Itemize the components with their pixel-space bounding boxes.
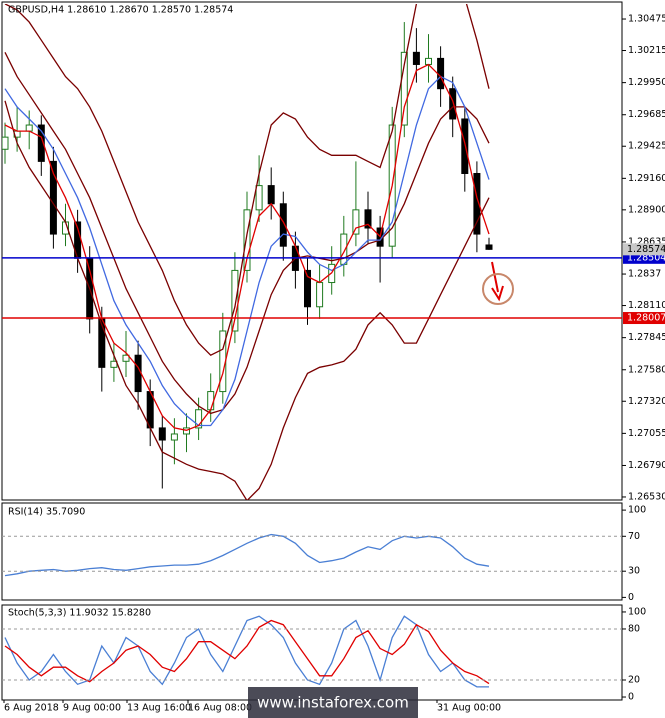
candle-body	[485, 244, 493, 250]
y-tick-label: 1.27055	[628, 428, 665, 439]
candle-body	[304, 269, 311, 308]
main-panel	[1, 1, 623, 501]
candle-body	[449, 88, 457, 120]
indicator-line	[4, 52, 490, 415]
x-tick-label: 6 Aug 2018	[4, 703, 59, 714]
plot	[2, 4, 493, 500]
watermark-bg	[248, 687, 418, 718]
candle-body	[49, 160, 57, 235]
arrow-shaft	[491, 261, 499, 293]
y-tick-label: 80	[628, 623, 640, 634]
price-label-bg	[623, 243, 665, 256]
y-tick-label: 20	[628, 675, 640, 686]
y-tick-label: 1.29425	[628, 141, 665, 152]
candle-body	[37, 124, 45, 162]
price-label-bg	[623, 312, 665, 325]
price-label: 1.28504	[627, 252, 665, 263]
candle-body	[231, 269, 239, 332]
candle-body	[255, 185, 263, 211]
candle-body	[352, 209, 360, 235]
indicator-line	[4, 75, 490, 427]
candle-body	[461, 118, 469, 174]
stoch-title: Stoch(5,3,3) 11.9032 15.8280	[8, 608, 151, 619]
x-tick-label: 9 Aug 00:00	[63, 703, 121, 714]
y-tick-label: 1.29160	[628, 173, 665, 184]
y-tick-label: 1.29685	[628, 109, 665, 120]
target-circle	[482, 273, 514, 305]
plot	[4, 533, 490, 577]
y-tick-label: 30	[628, 566, 640, 577]
indicator-line	[4, 533, 490, 577]
indicator-line	[4, 4, 490, 356]
candle-body	[400, 51, 408, 126]
y-tick-label: 1.28635	[628, 236, 665, 247]
y-tick-label: 1.29950	[628, 77, 665, 88]
candle-body	[170, 433, 178, 441]
watermark: www.instaforex.com	[257, 694, 409, 712]
x-tick-label: 31 Aug 00:00	[437, 703, 501, 714]
candle-body	[473, 172, 481, 235]
chart-title: GBPUSD,H4 1.28610 1.28670 1.28570 1.2857…	[8, 5, 233, 16]
arrow-head	[491, 285, 504, 302]
candle-body	[425, 57, 432, 65]
x-tick-label: 16 Aug 08:00	[188, 703, 252, 714]
y-tick-label: 1.27580	[628, 364, 665, 375]
indicator-line	[4, 615, 490, 688]
candle-body	[134, 354, 142, 393]
indicator-line	[4, 619, 490, 685]
y-tick-label: 1.30475	[628, 14, 665, 25]
candle-body	[267, 185, 275, 205]
candle-body	[316, 282, 324, 308]
y-tick-label: 100	[628, 505, 646, 516]
y-tick-label: 70	[628, 531, 640, 542]
y-tick-label: 1.26790	[628, 460, 665, 471]
y-tick-label: 1.28110	[628, 300, 665, 311]
y-tick-label: 0	[628, 592, 634, 603]
candle-body	[25, 124, 33, 132]
y-tick-label: 1.27320	[628, 396, 665, 407]
candle-body	[158, 427, 166, 441]
candle-body	[243, 209, 251, 271]
y-tick-label: 1.26530	[628, 491, 665, 502]
candle-body	[2, 136, 9, 150]
y-tick-label: 1.2837	[628, 269, 661, 280]
candle-body	[207, 391, 215, 411]
price-label: 1.28007	[627, 313, 665, 324]
candle-body	[364, 209, 372, 229]
candle-body	[437, 57, 445, 90]
candle-body	[279, 203, 287, 247]
y-tick-label: 0	[628, 692, 634, 703]
rsi-panel	[1, 502, 623, 601]
candle-body	[412, 51, 420, 65]
y-tick-label: 100	[628, 606, 646, 617]
y-tick-label: 1.27845	[628, 332, 665, 343]
x-tick-label: 13 Aug 16:00	[127, 703, 191, 714]
plot	[4, 615, 490, 688]
rsi-title: RSI(14) 35.7090	[8, 507, 85, 518]
candle-body	[122, 354, 130, 362]
indicator-line	[4, 100, 490, 500]
candle-body	[195, 409, 203, 429]
y-tick-label: 1.30215	[628, 45, 665, 56]
price-label: 1.28574	[627, 244, 665, 255]
y-tick-label: 1.28900	[628, 204, 665, 215]
